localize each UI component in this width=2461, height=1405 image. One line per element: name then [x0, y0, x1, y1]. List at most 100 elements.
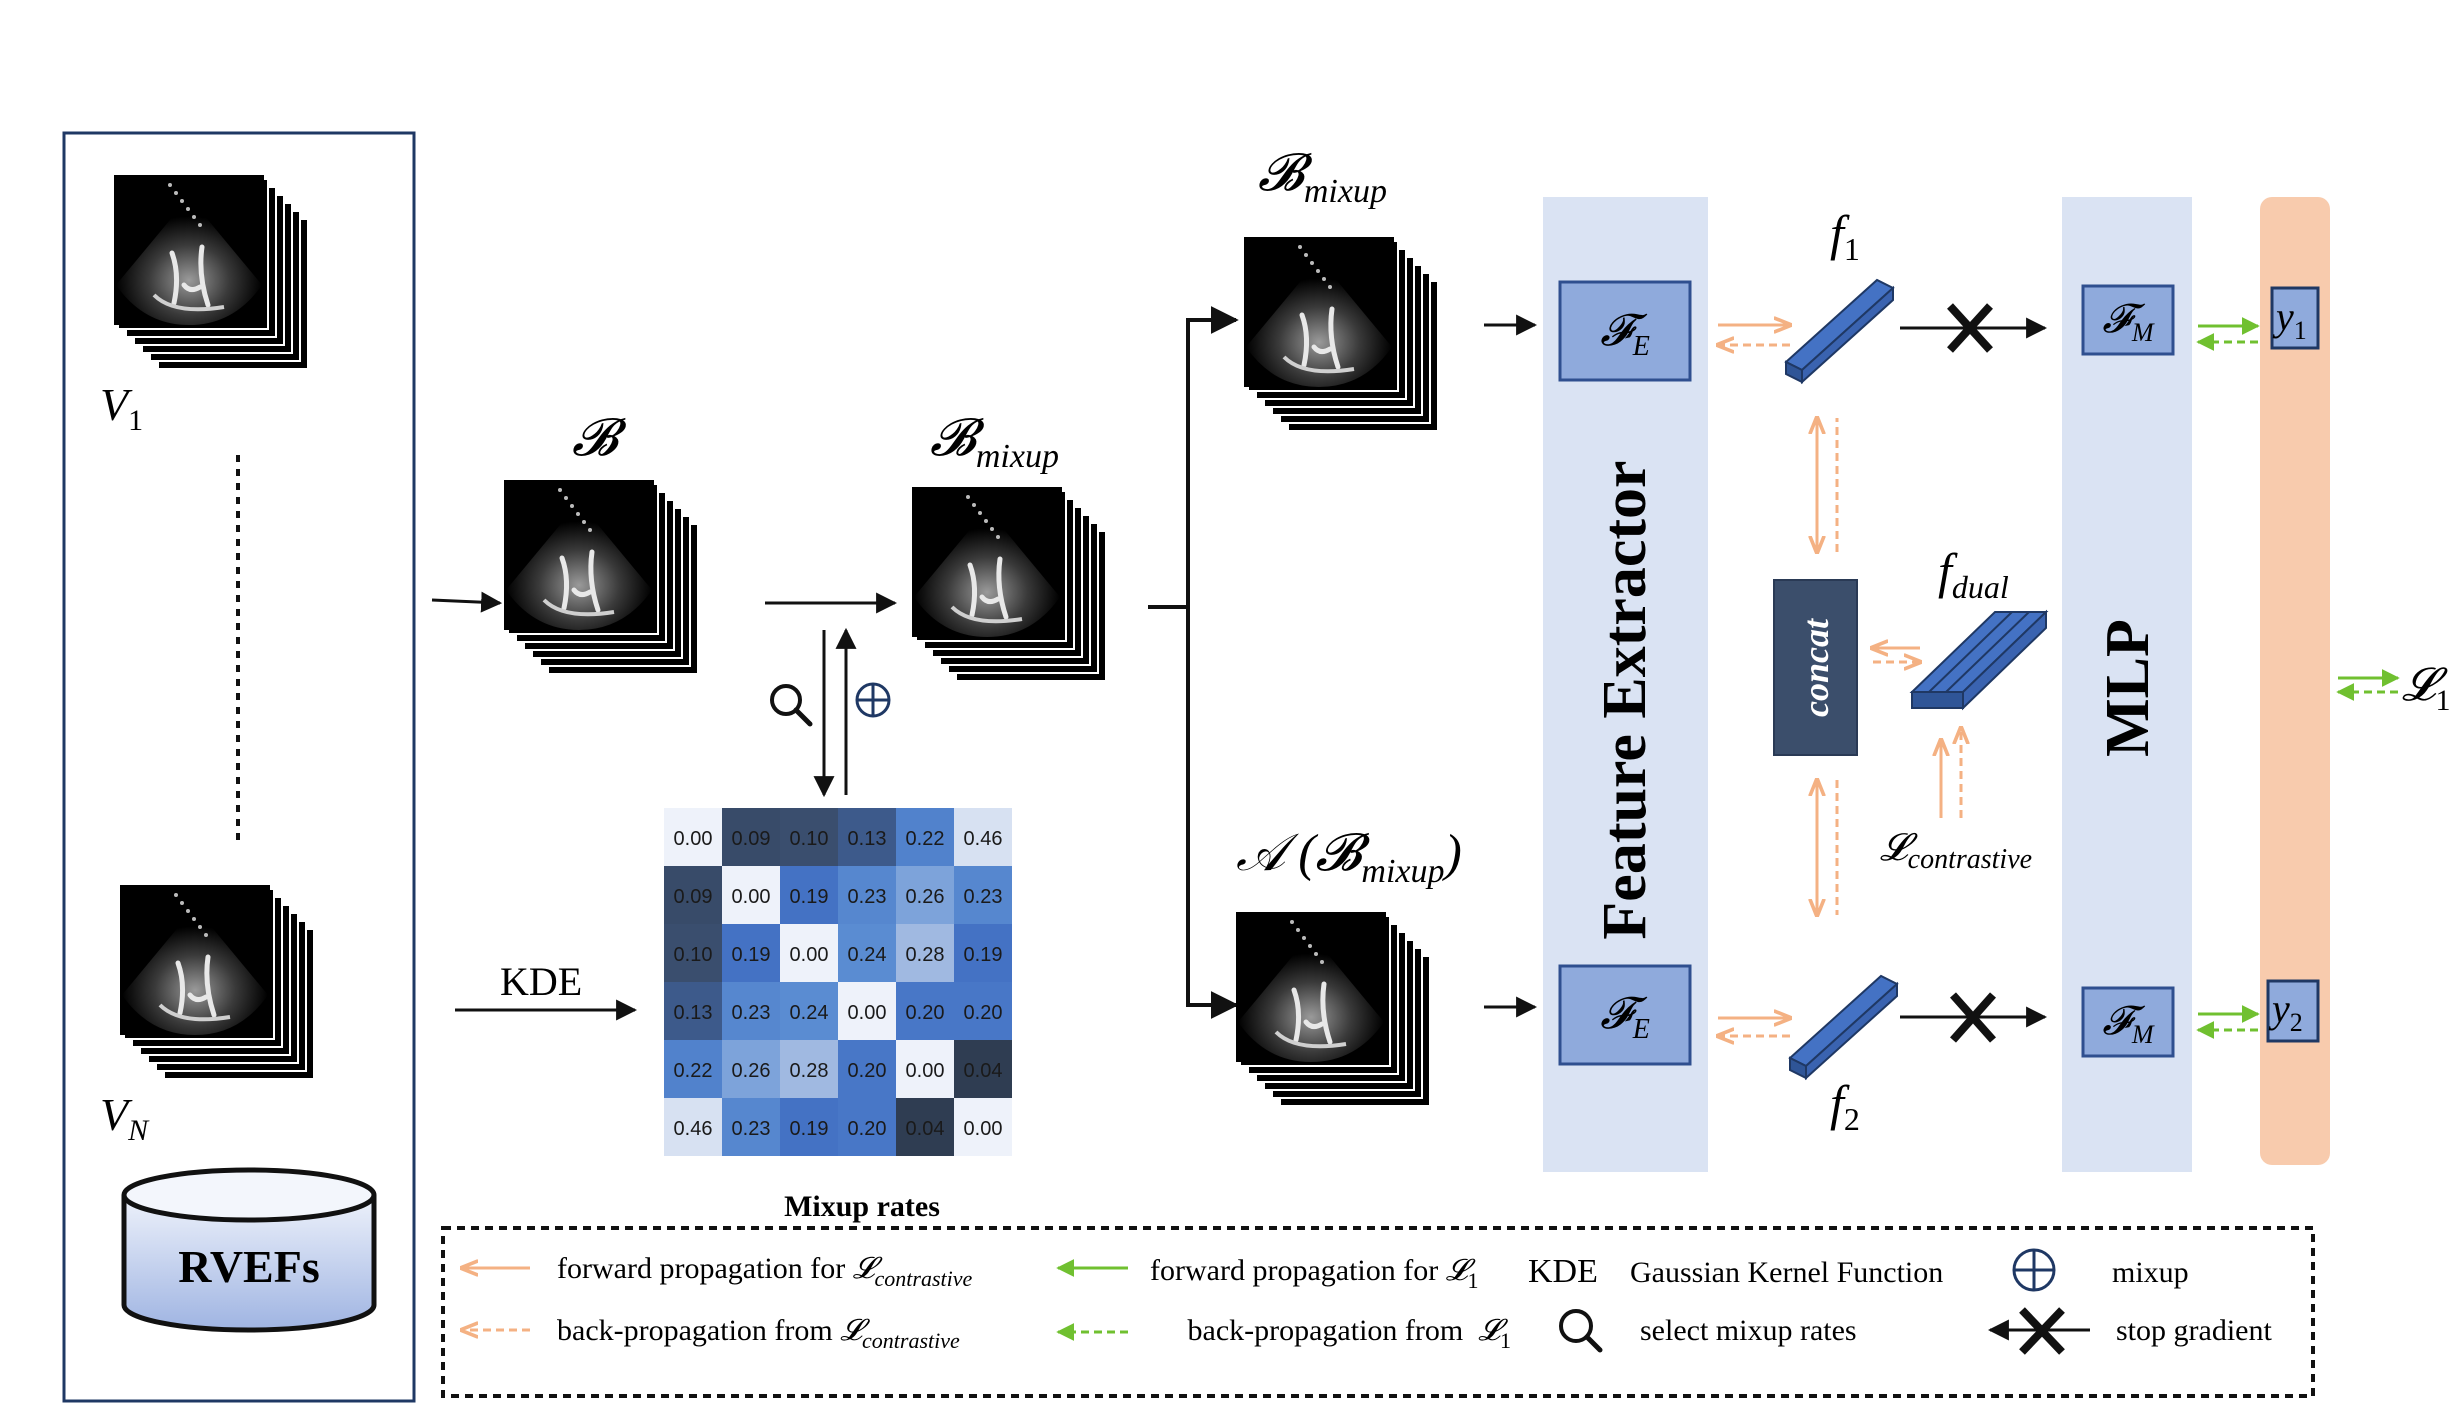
batch-mixup-stack — [912, 487, 1106, 681]
dataset-label: RVEFs — [178, 1241, 320, 1292]
matrix-cell-value: 0.09 — [732, 828, 771, 850]
svg-text:y1: y1 — [2272, 294, 2307, 345]
matrix-cell — [838, 866, 896, 924]
split-line-bottom — [1186, 607, 1239, 1019]
f2-label: f2 — [1830, 1075, 1860, 1137]
concat-block — [1773, 579, 1858, 756]
batch-b-stack — [504, 480, 698, 674]
matrix-cell — [780, 982, 838, 1040]
legend-back-contrastive: back-propagation from 𝓛contrastive — [557, 1314, 960, 1353]
matrix-cell-value: 0.46 — [674, 1118, 713, 1140]
mixup-oplus-icon — [855, 682, 891, 718]
stop-gradient-cross-bottom — [1950, 992, 1996, 1043]
matrix-cell-value: 0.20 — [848, 1118, 887, 1140]
l1-label: 𝓛1 — [2402, 659, 2450, 717]
loss-panel — [2260, 197, 2330, 1165]
matrix-cell-value: 0.13 — [848, 828, 887, 850]
matrix-cell — [896, 982, 954, 1040]
matrix-cell — [722, 866, 780, 924]
magnifier-icon — [770, 684, 813, 727]
matrix-cell — [664, 982, 722, 1040]
feature-f2-bar — [1788, 974, 1899, 1081]
matrix-cell-value: 0.20 — [848, 1060, 887, 1082]
matrix-cell — [838, 1040, 896, 1098]
feature-fdual-bar — [1909, 609, 2049, 711]
matrix-cell — [780, 866, 838, 924]
matrix-cell-value: 0.26 — [732, 1060, 771, 1082]
matrix-cell — [722, 982, 780, 1040]
matrix-cell-value: 0.09 — [674, 886, 713, 908]
matrix-cell — [838, 982, 896, 1040]
matrix-cell — [954, 866, 1012, 924]
matrix-cell-value: 0.28 — [906, 944, 945, 966]
matrix-cell-value: 0.24 — [848, 944, 887, 966]
matrix-cell — [954, 808, 1012, 866]
legend-fwd-l1: forward propagation for 𝓛1 — [1150, 1254, 1479, 1293]
kde-label: KDE — [500, 959, 582, 1004]
matrix-cell-value: 0.20 — [964, 1002, 1003, 1024]
f1-label: f1 — [1830, 205, 1860, 267]
matrix-cell — [954, 1040, 1012, 1098]
matrix-cell-value: 0.23 — [964, 886, 1003, 908]
matrix-cell-value: 0.46 — [964, 828, 1003, 850]
matrix-cell — [896, 866, 954, 924]
stop-gradient-cross-top — [1947, 303, 1993, 353]
matrix-cell — [896, 1098, 954, 1156]
matrix-cell-value: 0.24 — [790, 1002, 829, 1024]
legend-magnifier-icon — [1559, 1309, 1603, 1353]
matrix-cell-value: 0.19 — [964, 944, 1003, 966]
matrix-cell-value: 0.19 — [732, 944, 771, 966]
augmented-batch-stack — [1236, 912, 1430, 1106]
matrix-cell — [838, 1098, 896, 1156]
dataset-cylinder — [121, 1167, 377, 1333]
video-vn-stack — [120, 885, 314, 1079]
matrix-cell-value: 0.23 — [848, 886, 887, 908]
matrix-cell — [896, 1040, 954, 1098]
legend-kde-abbrev: KDE — [1528, 1253, 1598, 1290]
concat-label: concat — [1796, 618, 1836, 717]
matrix-cell — [722, 1040, 780, 1098]
legend-oplus-icon — [2012, 1248, 2056, 1292]
matrix-cell — [780, 808, 838, 866]
dataset-panel — [62, 131, 416, 1403]
legend-select-desc: select mixup rates — [1640, 1314, 1857, 1347]
y1-box: y1 — [2270, 286, 2320, 350]
vn-label: VN — [100, 1089, 150, 1147]
matrix-cell-value: 0.23 — [732, 1118, 771, 1140]
video-v1-stack — [114, 175, 308, 369]
matrix-cell-value: 0.00 — [732, 886, 771, 908]
matrix-cell — [780, 924, 838, 982]
matrix-cell-value: 0.28 — [790, 1060, 829, 1082]
svg-text:y2: y2 — [2268, 986, 2303, 1037]
matrix-cell — [664, 808, 722, 866]
matrix-cell-value: 0.00 — [906, 1060, 945, 1082]
matrix-cell-value: 0.10 — [674, 944, 713, 966]
augmented-batch-label: 𝒜 (𝓑mixup) — [1236, 825, 1462, 890]
matrix-cell — [954, 982, 1012, 1040]
matrix-cell — [664, 924, 722, 982]
matrix-cell — [780, 1040, 838, 1098]
matrix-cell-value: 0.10 — [790, 828, 829, 850]
matrix-cell — [954, 924, 1012, 982]
matrix-cell-value: 0.04 — [964, 1060, 1003, 1082]
legend-box — [441, 1226, 2315, 1398]
matrix-cell — [780, 1098, 838, 1156]
mixup-rate-matrix: 0.00 0.09 0.10 0.13 0.22 0.46 0.09 0.00 0.19 0.23… — [664, 808, 1012, 1156]
matrix-cell — [838, 808, 896, 866]
legend-back-l1: back-propagation from 𝓛1 — [1150, 1314, 1534, 1355]
matrix-cell-value: 0.22 — [674, 1060, 713, 1082]
matrix-cell — [954, 1098, 1012, 1156]
split-line-top — [1148, 306, 1239, 609]
matrix-cell — [838, 924, 896, 982]
matrix-cell — [722, 1098, 780, 1156]
matrix-cell-value: 0.00 — [790, 944, 829, 966]
matrix-cell — [722, 924, 780, 982]
feature-extractor-title: Feature Extractor — [1591, 460, 1659, 939]
batch-mixup-top-label: 𝓑mixup — [1258, 145, 1387, 210]
matrix-cell-value: 0.04 — [906, 1118, 945, 1140]
matrix-cell-value: 0.19 — [790, 1118, 829, 1140]
legend-kde-desc: Gaussian Kernel Function — [1630, 1256, 1943, 1289]
fe-block-top: 𝓕E — [1558, 280, 1692, 382]
batch-mixup-top-stack — [1244, 237, 1438, 431]
